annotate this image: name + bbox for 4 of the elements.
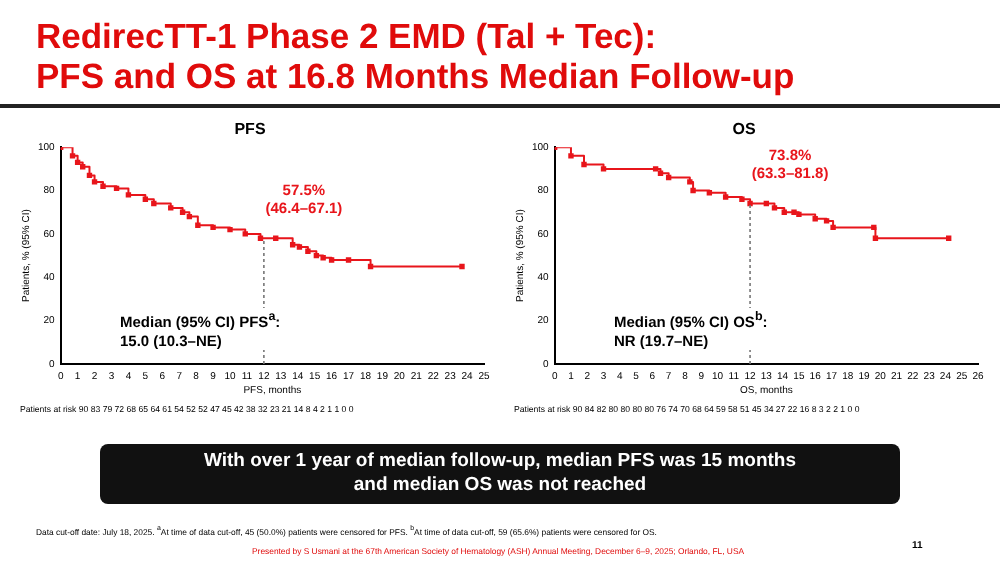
text: With over 1 year of median follow-up, median PFS was 15 months and median OS was not reached [100, 444, 900, 504]
chart-title: OS [732, 120, 757, 139]
text: RedirecTT-1 Phase 2 EMD (Tal + Tec): PFS and OS at 16.8 Months Median Follow-up [36, 16, 795, 96]
chart-title: PFS [234, 120, 267, 139]
